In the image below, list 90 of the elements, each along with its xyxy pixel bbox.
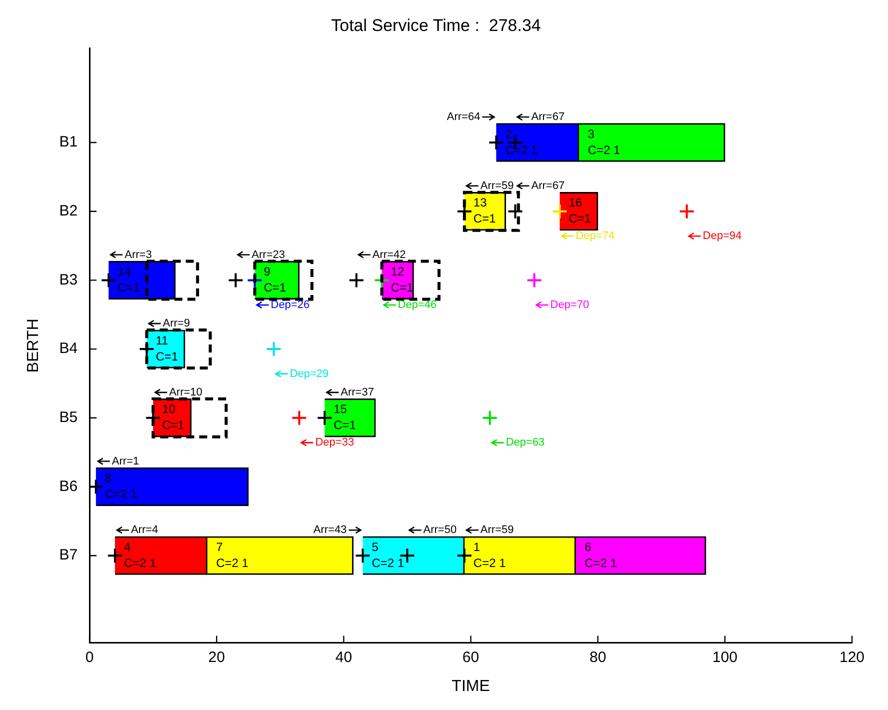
x-tick-label: 120	[839, 648, 865, 666]
y-tick-label: B4	[59, 340, 78, 358]
annotation: Dep=94	[702, 230, 742, 242]
point	[507, 203, 524, 220]
annotation: Arr=9	[162, 318, 190, 330]
point	[316, 410, 333, 426]
point	[90, 478, 104, 495]
annotation: C=2 1	[372, 556, 404, 570]
annotation: Dep=29	[290, 368, 329, 380]
x-tick-label: 100	[712, 648, 738, 666]
annotation: C=1	[568, 212, 592, 226]
point	[354, 548, 371, 564]
annotation: C=1	[118, 280, 140, 295]
x-tick-label: 40	[335, 648, 352, 666]
annotation: 3	[588, 126, 595, 141]
annotation: Dep=74	[576, 230, 615, 242]
annotation: Arr=10	[169, 386, 202, 398]
x-tick-label: 60	[462, 648, 480, 666]
annotation: Dep=46	[398, 299, 437, 312]
annotation: C=1	[334, 418, 356, 432]
x-tick-label: 80	[590, 648, 606, 666]
point	[266, 341, 282, 358]
annotation: Arr=67	[531, 111, 565, 124]
annotation: Arr=1	[112, 455, 140, 468]
y-tick-label: B5	[59, 409, 78, 426]
annotation: 9	[264, 264, 271, 279]
annotation: Arr=42	[372, 248, 406, 261]
annotation: 10	[162, 402, 176, 416]
annotation: 6	[584, 540, 592, 554]
y-tick-label: B7	[59, 546, 78, 564]
annotation: Arr=59	[480, 524, 514, 536]
annotation: C=1	[473, 212, 496, 226]
point	[138, 341, 155, 358]
annotation: Dep=70	[550, 299, 590, 312]
annotation: 8	[104, 471, 112, 486]
annotation: C=1	[162, 418, 185, 432]
annotation: Arr=59	[480, 180, 514, 192]
point	[488, 134, 504, 150]
annotation: Arr=43	[313, 524, 347, 536]
annotation: Arr=4	[130, 524, 158, 536]
annotation: 5	[372, 540, 379, 554]
point	[246, 272, 263, 288]
annotation: 4	[124, 540, 131, 554]
annotation: C=2 1	[588, 142, 620, 157]
annotation: Dep=63	[506, 436, 545, 449]
annotation: Arr=3	[124, 248, 152, 261]
annotation: 16	[568, 196, 582, 210]
point	[291, 410, 308, 426]
point	[526, 272, 542, 288]
y-tick-label: B1	[59, 134, 78, 151]
annotation: 15	[334, 402, 348, 416]
annotation: 1	[473, 540, 480, 554]
annotation: Dep=33	[315, 436, 354, 449]
annotation: C=1	[264, 280, 286, 295]
annotation: C=2 1	[104, 487, 138, 502]
point	[228, 272, 244, 288]
annotation: Dep=26	[270, 299, 310, 312]
x-axis-title: TIME	[452, 678, 490, 695]
point	[552, 203, 568, 220]
annotation: 14	[118, 264, 132, 279]
annotation: C=2 1	[505, 142, 538, 157]
annotation: C=2 1	[124, 556, 157, 570]
point	[456, 548, 472, 564]
annotation: 2	[505, 126, 512, 141]
y-axis-title: BERTH	[25, 318, 42, 373]
annotation: 7	[216, 540, 224, 554]
annotation: C=1	[156, 349, 178, 364]
annotation: Arr=67	[531, 180, 565, 192]
annotation: C=2 1	[584, 556, 618, 570]
y-tick-label: B6	[59, 478, 78, 495]
x-tick-label: 20	[208, 648, 225, 666]
annotation: Arr=64	[446, 111, 480, 124]
point	[100, 272, 117, 288]
annotation: 13	[473, 196, 488, 210]
y-tick-label: B3	[59, 271, 78, 288]
y-tick-label: B2	[59, 202, 78, 220]
x-tick-label: 0	[85, 648, 94, 666]
annotation: C=2 1	[216, 556, 249, 570]
annotation: Arr=37	[340, 386, 374, 398]
chart-title: Total Service Time : 278.34	[331, 16, 541, 35]
point	[374, 272, 390, 288]
annotation: 11	[156, 333, 169, 348]
annotation: 12	[390, 264, 404, 279]
annotation: Arr=50	[423, 524, 457, 536]
annotation: C=2 1	[473, 556, 506, 570]
point	[348, 272, 364, 288]
point	[106, 548, 123, 564]
annotation: C=1	[390, 280, 414, 295]
point	[482, 410, 498, 426]
annotation: Arr=23	[252, 248, 286, 261]
